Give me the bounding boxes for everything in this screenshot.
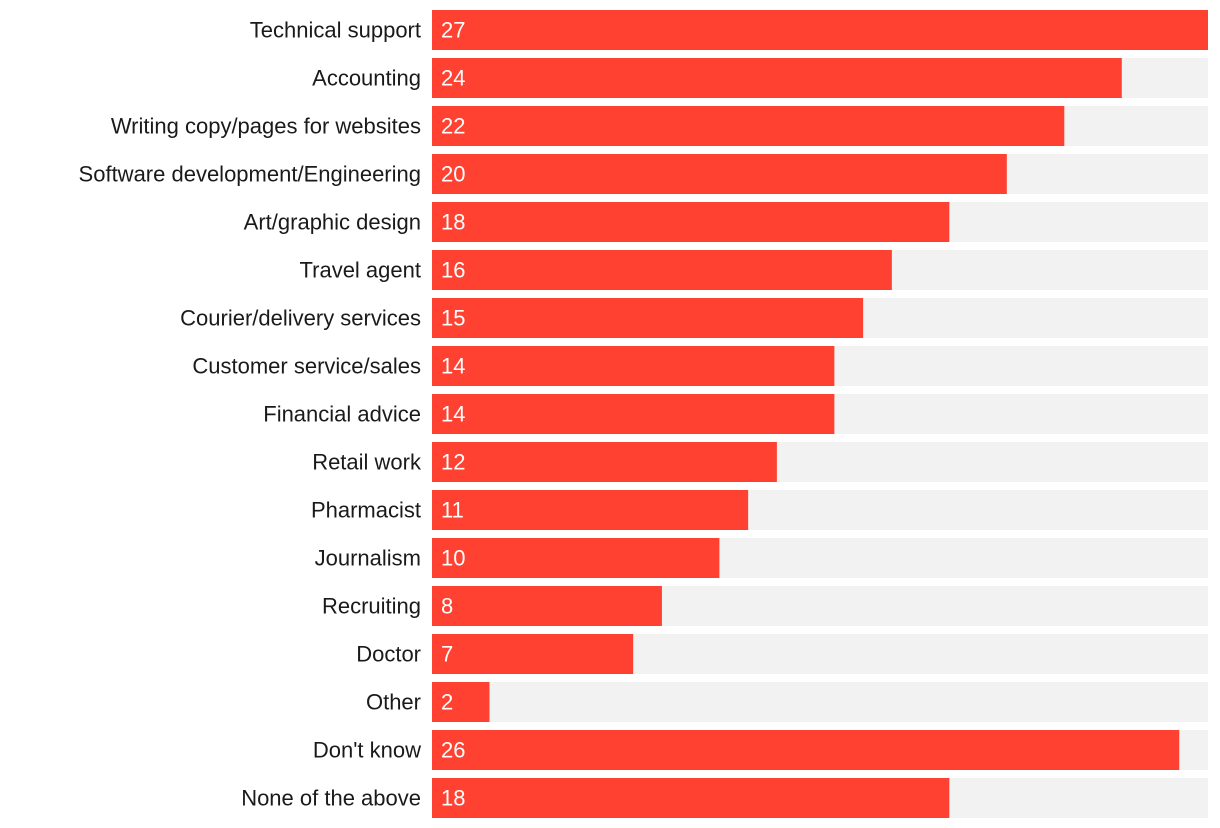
- bar-row: Art/graphic design 18: [244, 202, 1208, 242]
- bar: [432, 298, 864, 338]
- bar: [432, 154, 1007, 194]
- category-label: Writing copy/pages for websites: [111, 114, 421, 139]
- bar: [432, 778, 950, 818]
- value-label: 2: [441, 690, 453, 715]
- category-label: Customer service/sales: [192, 354, 421, 379]
- bar-track: [432, 682, 1208, 722]
- value-label: 16: [441, 258, 465, 283]
- bar: [432, 634, 634, 674]
- bar-row: Accounting 24: [312, 58, 1208, 98]
- bar: [432, 250, 892, 290]
- bar-row: Writing copy/pages for websites 22: [111, 106, 1208, 146]
- bar-row: Travel agent 16: [300, 250, 1208, 290]
- value-label: 15: [441, 306, 465, 331]
- bar: [432, 58, 1122, 98]
- category-label: Pharmacist: [311, 498, 421, 523]
- bar-row: Customer service/sales 14: [192, 346, 1208, 386]
- bar-row: Technical support 27: [250, 10, 1208, 50]
- bar: [432, 346, 835, 386]
- value-label: 14: [441, 402, 465, 427]
- bar: [432, 202, 950, 242]
- bar-row: Recruiting 8: [322, 586, 1208, 626]
- category-label: Don't know: [313, 738, 421, 763]
- category-label: Art/graphic design: [244, 210, 421, 235]
- bar: [432, 442, 777, 482]
- category-label: Accounting: [312, 66, 421, 91]
- category-label: Recruiting: [322, 594, 421, 619]
- category-label: Courier/delivery services: [180, 306, 421, 331]
- value-label: 22: [441, 114, 465, 139]
- bar-row: None of the above 18: [241, 778, 1208, 818]
- bar: [432, 586, 662, 626]
- bar-row: Doctor 7: [356, 634, 1208, 674]
- bar-row: Journalism 10: [315, 538, 1208, 578]
- value-label: 20: [441, 162, 465, 187]
- category-label: Retail work: [312, 450, 422, 475]
- category-label: Doctor: [356, 642, 421, 667]
- bar-row: Don't know 26: [313, 730, 1208, 770]
- value-label: 12: [441, 450, 465, 475]
- bar: [432, 538, 720, 578]
- bar: [432, 490, 749, 530]
- value-label: 26: [441, 738, 465, 763]
- bar-row: Retail work 12: [312, 442, 1208, 482]
- value-label: 18: [441, 786, 465, 811]
- value-label: 10: [441, 546, 465, 571]
- bar: [432, 682, 490, 722]
- bar: [432, 10, 1208, 50]
- category-label: Travel agent: [300, 258, 421, 283]
- value-label: 18: [441, 210, 465, 235]
- value-label: 7: [441, 642, 453, 667]
- bar: [432, 394, 835, 434]
- category-label: Journalism: [315, 546, 421, 571]
- value-label: 24: [441, 66, 465, 91]
- category-label: Technical support: [250, 18, 421, 43]
- bar-row: Pharmacist 11: [311, 490, 1208, 530]
- category-label: Financial advice: [263, 402, 421, 427]
- bar-row: Financial advice 14: [263, 394, 1208, 434]
- bar: [432, 730, 1180, 770]
- value-label: 14: [441, 354, 465, 379]
- category-label: None of the above: [241, 786, 421, 811]
- bar: [432, 106, 1065, 146]
- category-label: Software development/Engineering: [79, 162, 421, 187]
- bar-row: Courier/delivery services 15: [180, 298, 1208, 338]
- bar-row: Other 2: [366, 682, 1208, 722]
- value-label: 8: [441, 594, 453, 619]
- category-label: Other: [366, 690, 421, 715]
- value-label: 27: [441, 18, 465, 43]
- bar-row: Software development/Engineering 20: [79, 154, 1208, 194]
- value-label: 11: [441, 498, 464, 523]
